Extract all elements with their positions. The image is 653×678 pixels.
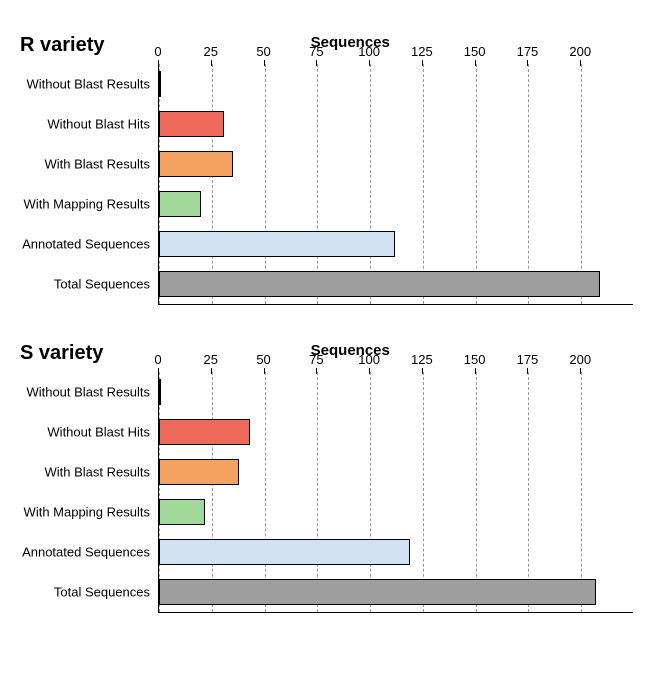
x-ticks: 0255075100125150175200 [158,352,633,370]
grid-line [212,64,213,304]
grid-line [476,64,477,304]
grid-line [317,372,318,612]
plot-area [158,372,633,613]
page-root: { "axis_label": "Sequences", "background… [0,0,653,678]
x-tick-label: 0 [154,352,161,367]
bar [159,419,250,445]
grid-line [317,64,318,304]
y-category-label: Total Sequences [10,277,150,292]
chart-1: S varietySequences0255075100125150175200… [10,342,643,620]
bar [159,459,239,485]
x-tick-label: 0 [154,44,161,59]
y-category-label: With Blast Results [10,157,150,172]
chart-0: R varietySequences0255075100125150175200… [10,34,643,312]
x-tick-label: 100 [358,352,380,367]
x-tick-label: 25 [204,44,218,59]
grid-line [423,372,424,612]
bar [159,191,201,217]
grid-line [159,64,160,304]
y-category-label: Annotated Sequences [10,545,150,560]
x-tick-label: 25 [204,352,218,367]
grid-line [581,372,582,612]
x-tick-label: 175 [517,352,539,367]
y-labels: Without Blast Results Without Blast Hits W… [10,372,150,612]
y-category-label: Without Blast Hits [10,117,150,132]
charts-container: R varietySequences0255075100125150175200… [10,34,643,620]
bar [159,111,224,137]
bar [159,539,410,565]
plot-outer: 0 25 50 75 100 125 150 175 200 Without Blast Resu… [10,34,643,312]
grid-line [212,372,213,612]
grid-line [159,372,160,612]
y-category-label: Annotated Sequences [10,237,150,252]
bar [159,151,233,177]
grid-line [370,372,371,612]
bar [159,71,161,97]
y-category-label: Without Blast Hits [10,425,150,440]
y-category-label: With Mapping Results [10,505,150,520]
x-tick-label: 150 [464,352,486,367]
grid-line [265,64,266,304]
y-labels: Without Blast Results Without Blast Hits W… [10,64,150,304]
x-tick-label: 125 [411,352,433,367]
y-category-label: Without Blast Results [10,77,150,92]
plot-outer: 0 25 50 75 100 125 150 175 200 Without Blast Resu… [10,342,643,620]
bar [159,579,596,605]
grid-line [423,64,424,304]
x-ticks: 0255075100125150175200 [158,44,633,62]
plot-area [158,64,633,305]
y-category-label: Total Sequences [10,585,150,600]
y-category-label: Without Blast Results [10,385,150,400]
x-tick-label: 125 [411,44,433,59]
x-tick-label: 175 [517,44,539,59]
grid-line [528,372,529,612]
bar [159,231,395,257]
x-tick-label: 50 [256,352,270,367]
bar [159,499,205,525]
x-tick-label: 100 [358,44,380,59]
bar [159,271,600,297]
x-tick-label: 50 [256,44,270,59]
grid-line [476,372,477,612]
grid-line [581,64,582,304]
x-tick-label: 200 [569,44,591,59]
x-tick-label: 200 [569,352,591,367]
bar [159,379,161,405]
grid-line [265,372,266,612]
grid-line [370,64,371,304]
grid-line [528,64,529,304]
x-tick-label: 150 [464,44,486,59]
y-category-label: With Mapping Results [10,197,150,212]
x-tick-label: 75 [309,352,323,367]
y-category-label: With Blast Results [10,465,150,480]
x-tick-label: 75 [309,44,323,59]
